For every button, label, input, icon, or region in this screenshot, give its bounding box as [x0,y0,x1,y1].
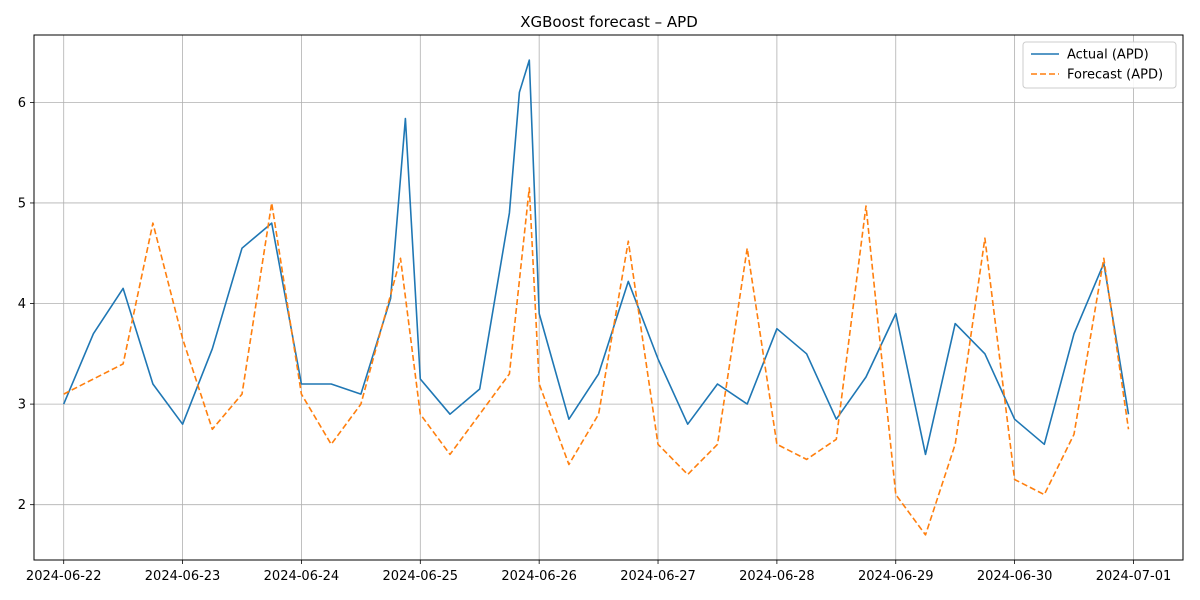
plot-area [34,35,1183,560]
x-tick-label: 2024-06-29 [858,569,934,584]
x-tick-label: 2024-06-24 [264,569,340,584]
x-tick-label: 2024-06-27 [620,569,696,584]
y-tick-label: 2 [18,498,26,513]
series-lines [62,59,1130,536]
chart-title: XGBoost forecast – APD [520,13,698,31]
legend: Actual (APD) Forecast (APD) [1022,41,1177,89]
legend-box [1022,41,1177,89]
x-tick-label: 2024-06-28 [739,569,815,584]
x-tick-label: 2024-07-01 [1096,569,1172,584]
y-tick-label: 3 [18,398,26,413]
grid-lines [34,35,1183,560]
legend-label: Actual (APD) [1067,48,1149,63]
y-tick-label: 4 [18,297,26,312]
series-line-forecast [63,187,1130,536]
y-tick-label: 6 [18,96,26,111]
y-tick-label: 5 [18,196,26,211]
axis-ticks: 2024-06-22 2024-06-23 2024-06-24 2024-06-25… [18,96,1172,584]
legend-label: Forecast (APD) [1067,68,1163,83]
plot-frame [33,34,1184,561]
x-tick-label: 2024-06-26 [501,569,577,584]
x-tick-label: 2024-06-23 [145,569,221,584]
x-tick-label: 2024-06-30 [977,569,1053,584]
x-tick-label: 2024-06-22 [26,569,102,584]
series-line-actual [62,59,1130,456]
x-tick-label: 2024-06-25 [383,569,459,584]
